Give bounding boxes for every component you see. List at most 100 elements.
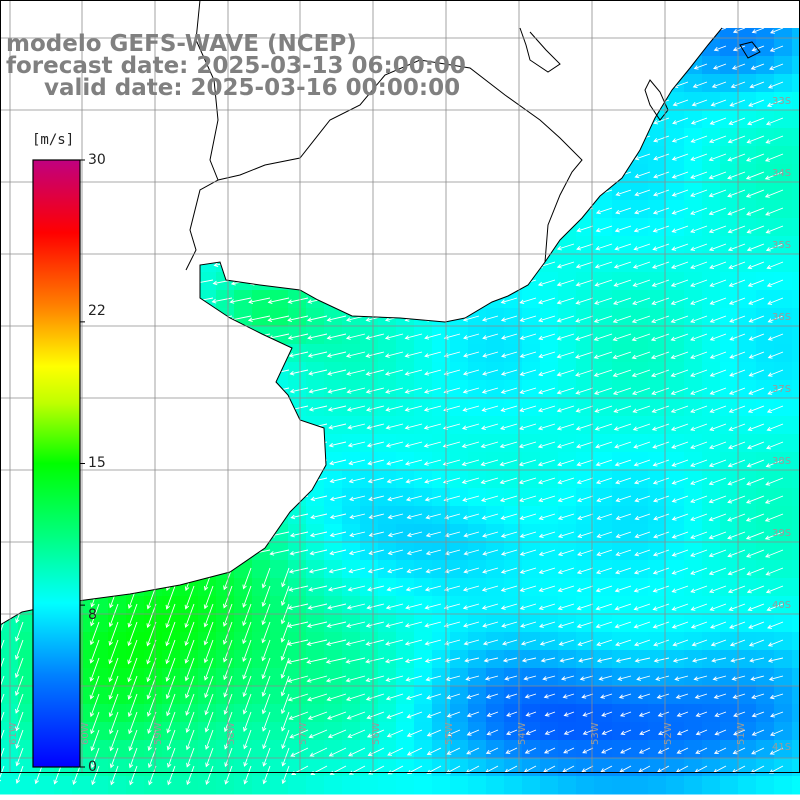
wind-arrow	[499, 459, 518, 467]
wind-cell	[792, 758, 800, 777]
wind-arrow	[727, 459, 746, 468]
wind-arrow	[306, 315, 328, 322]
wind-arrow	[404, 135, 423, 142]
wind-arrow	[81, 477, 100, 483]
wind-cell	[216, 434, 235, 453]
wind-arrow	[500, 405, 518, 412]
wind-arrow	[119, 405, 138, 411]
wind-cell	[360, 542, 379, 561]
wind-cell	[198, 542, 217, 561]
wind-cell	[396, 722, 415, 741]
wind-cell	[360, 668, 379, 687]
wind-arrow	[765, 585, 784, 594]
wind-arrow	[174, 459, 195, 466]
wind-arrow	[195, 405, 214, 411]
wind-cell	[702, 542, 721, 561]
wind-arrow	[501, 333, 518, 340]
wind-cell	[522, 740, 541, 759]
wind-arrow	[281, 567, 290, 588]
wind-cell	[468, 146, 487, 165]
wind-cell	[612, 28, 631, 39]
wind-arrow	[329, 531, 347, 538]
wind-arrow	[252, 225, 271, 232]
wind-cell	[180, 614, 199, 633]
wind-cell	[792, 614, 800, 633]
wind-arrow	[537, 459, 556, 467]
wind-arrow	[233, 369, 252, 375]
wind-arrow	[519, 387, 537, 395]
wind-arrow	[404, 657, 423, 664]
wind-arrow	[137, 459, 157, 465]
wind-cell	[648, 668, 667, 687]
wind-cell	[180, 668, 199, 687]
wind-cell	[612, 146, 631, 165]
wind-cell	[432, 776, 451, 795]
wind-arrow	[537, 99, 556, 107]
wind-arrow	[769, 45, 784, 52]
wind-arrow	[89, 639, 100, 664]
wind-cell	[630, 776, 649, 795]
wind-cell	[576, 398, 595, 417]
wind-cell	[216, 524, 235, 543]
wind-cell	[216, 110, 235, 129]
wind-cell	[180, 272, 199, 291]
wind-arrow	[81, 225, 100, 231]
wind-arrow	[205, 729, 214, 750]
wind-arrow	[462, 387, 480, 394]
wind-arrow	[675, 693, 689, 699]
wind-cell	[414, 632, 433, 651]
wind-cell	[234, 326, 253, 345]
wind-cell	[522, 146, 541, 165]
wind-cell	[702, 488, 721, 507]
wind-arrow	[444, 531, 461, 538]
wind-cell	[306, 272, 325, 291]
wind-cell	[540, 236, 559, 255]
wind-arrow	[5, 459, 24, 464]
wind-arrow	[632, 405, 651, 413]
wind-arrow	[539, 621, 556, 628]
wind-cell	[288, 146, 307, 165]
wind-cell	[792, 596, 800, 615]
wind-arrow	[231, 495, 252, 502]
wind-cell	[144, 740, 163, 759]
wind-cell	[126, 164, 145, 183]
wind-arrow	[367, 477, 385, 484]
wind-cell	[126, 722, 145, 741]
wind-cell	[360, 470, 379, 489]
wind-cell	[486, 272, 505, 291]
wind-cell	[684, 470, 703, 489]
wind-cell	[702, 164, 721, 183]
wind-arrow	[280, 639, 290, 661]
wind-cell	[378, 380, 397, 399]
wind-arrow	[746, 567, 765, 576]
wind-cell	[522, 704, 541, 723]
wind-cell	[684, 28, 703, 39]
wind-cell	[90, 110, 109, 129]
wind-arrow	[538, 297, 556, 305]
wind-arrow	[326, 333, 347, 340]
wind-arrow	[596, 531, 613, 539]
wind-cell	[702, 272, 721, 291]
wind-cell	[576, 362, 595, 381]
wind-arrow	[287, 315, 309, 322]
wind-arrow	[690, 351, 708, 359]
wind-arrow	[670, 387, 689, 395]
wind-cell	[396, 578, 415, 597]
wind-arrow	[346, 405, 366, 412]
wind-cell	[0, 254, 19, 273]
wind-arrow	[460, 153, 480, 161]
wind-cell	[252, 506, 271, 525]
wind-arrow	[556, 297, 575, 305]
wind-arrow	[385, 45, 404, 52]
wind-arrow	[251, 351, 271, 358]
wind-arrow	[404, 297, 423, 304]
wind-arrow	[746, 441, 765, 450]
wind-cell	[774, 524, 793, 543]
wind-cell	[558, 344, 577, 363]
wind-arrow	[441, 153, 461, 161]
wind-cell	[450, 326, 469, 345]
wind-cell	[126, 470, 145, 489]
wind-arrow	[764, 513, 784, 522]
wind-arrow	[346, 297, 366, 304]
wind-cell	[252, 776, 271, 795]
